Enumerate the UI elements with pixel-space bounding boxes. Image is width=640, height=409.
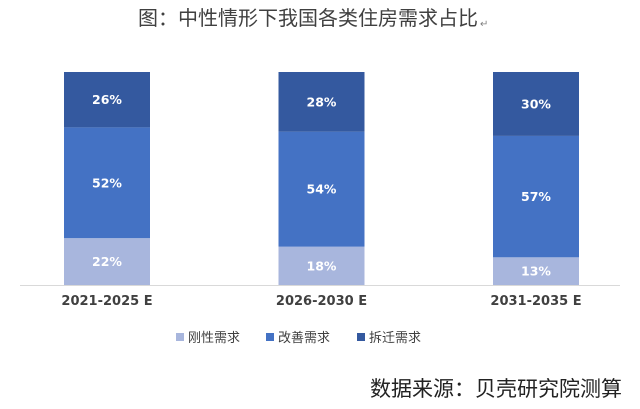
data-label-2-1: 18% bbox=[307, 258, 337, 273]
legend-item-1: 刚性需求 bbox=[176, 331, 240, 346]
data-label-2-2: 54% bbox=[307, 182, 337, 197]
bar-segment-3-2 bbox=[493, 135, 579, 258]
paragraph-mark: ↵ bbox=[480, 19, 489, 30]
bar-segment-2-1 bbox=[278, 246, 365, 285]
bar-segment-3-3 bbox=[493, 72, 579, 136]
x-tick-label-2: 2026-2030 E bbox=[276, 294, 367, 309]
legend-item-3: 拆迁需求 bbox=[357, 331, 421, 346]
data-label-3-1: 13% bbox=[521, 264, 551, 279]
x-tick-label-3: 2031-2035 E bbox=[490, 294, 581, 309]
x-tick-label-1: 2021-2025 E bbox=[61, 294, 152, 309]
data-label-group: 22% 52% 26% 18% 54% 28% 13% 57% 30% bbox=[92, 92, 551, 278]
data-label-1-3: 26% bbox=[92, 92, 122, 107]
legend-swatch-3 bbox=[357, 333, 365, 341]
legend-swatch-2 bbox=[266, 333, 274, 341]
legend-label-3: 拆迁需求 bbox=[369, 331, 421, 346]
bar-segment-1-2 bbox=[64, 127, 150, 239]
x-tick-label-group: 2021-2025 E 2026-2030 E 2031-2035 E bbox=[61, 294, 581, 309]
bar-segment-2-2 bbox=[278, 131, 365, 247]
bar-segment-1-3 bbox=[64, 72, 150, 128]
data-label-1-1: 22% bbox=[92, 254, 122, 269]
legend: 刚性需求 改善需求 拆迁需求 bbox=[176, 330, 421, 346]
legend-label-2: 改善需求 bbox=[278, 330, 330, 346]
data-label-1-2: 52% bbox=[92, 175, 122, 190]
chart-title-text: 图：中性情形下我国各类住房需求占比 bbox=[138, 6, 478, 30]
legend-item-2: 改善需求 bbox=[266, 330, 330, 346]
source-note: 数据来源：贝壳研究院测算 bbox=[370, 377, 622, 401]
bar-segment-3-1 bbox=[493, 257, 579, 285]
bar-group bbox=[64, 72, 579, 285]
legend-label-1: 刚性需求 bbox=[188, 331, 240, 346]
legend-swatch-1 bbox=[176, 333, 184, 341]
data-label-3-2: 57% bbox=[521, 189, 551, 204]
chart-title: 图：中性情形下我国各类住房需求占比 ↵ bbox=[138, 4, 488, 32]
data-label-2-3: 28% bbox=[307, 94, 337, 109]
bar-segment-1-1 bbox=[64, 238, 150, 285]
bar-segment-2-3 bbox=[278, 72, 365, 132]
data-label-3-3: 30% bbox=[521, 96, 551, 111]
